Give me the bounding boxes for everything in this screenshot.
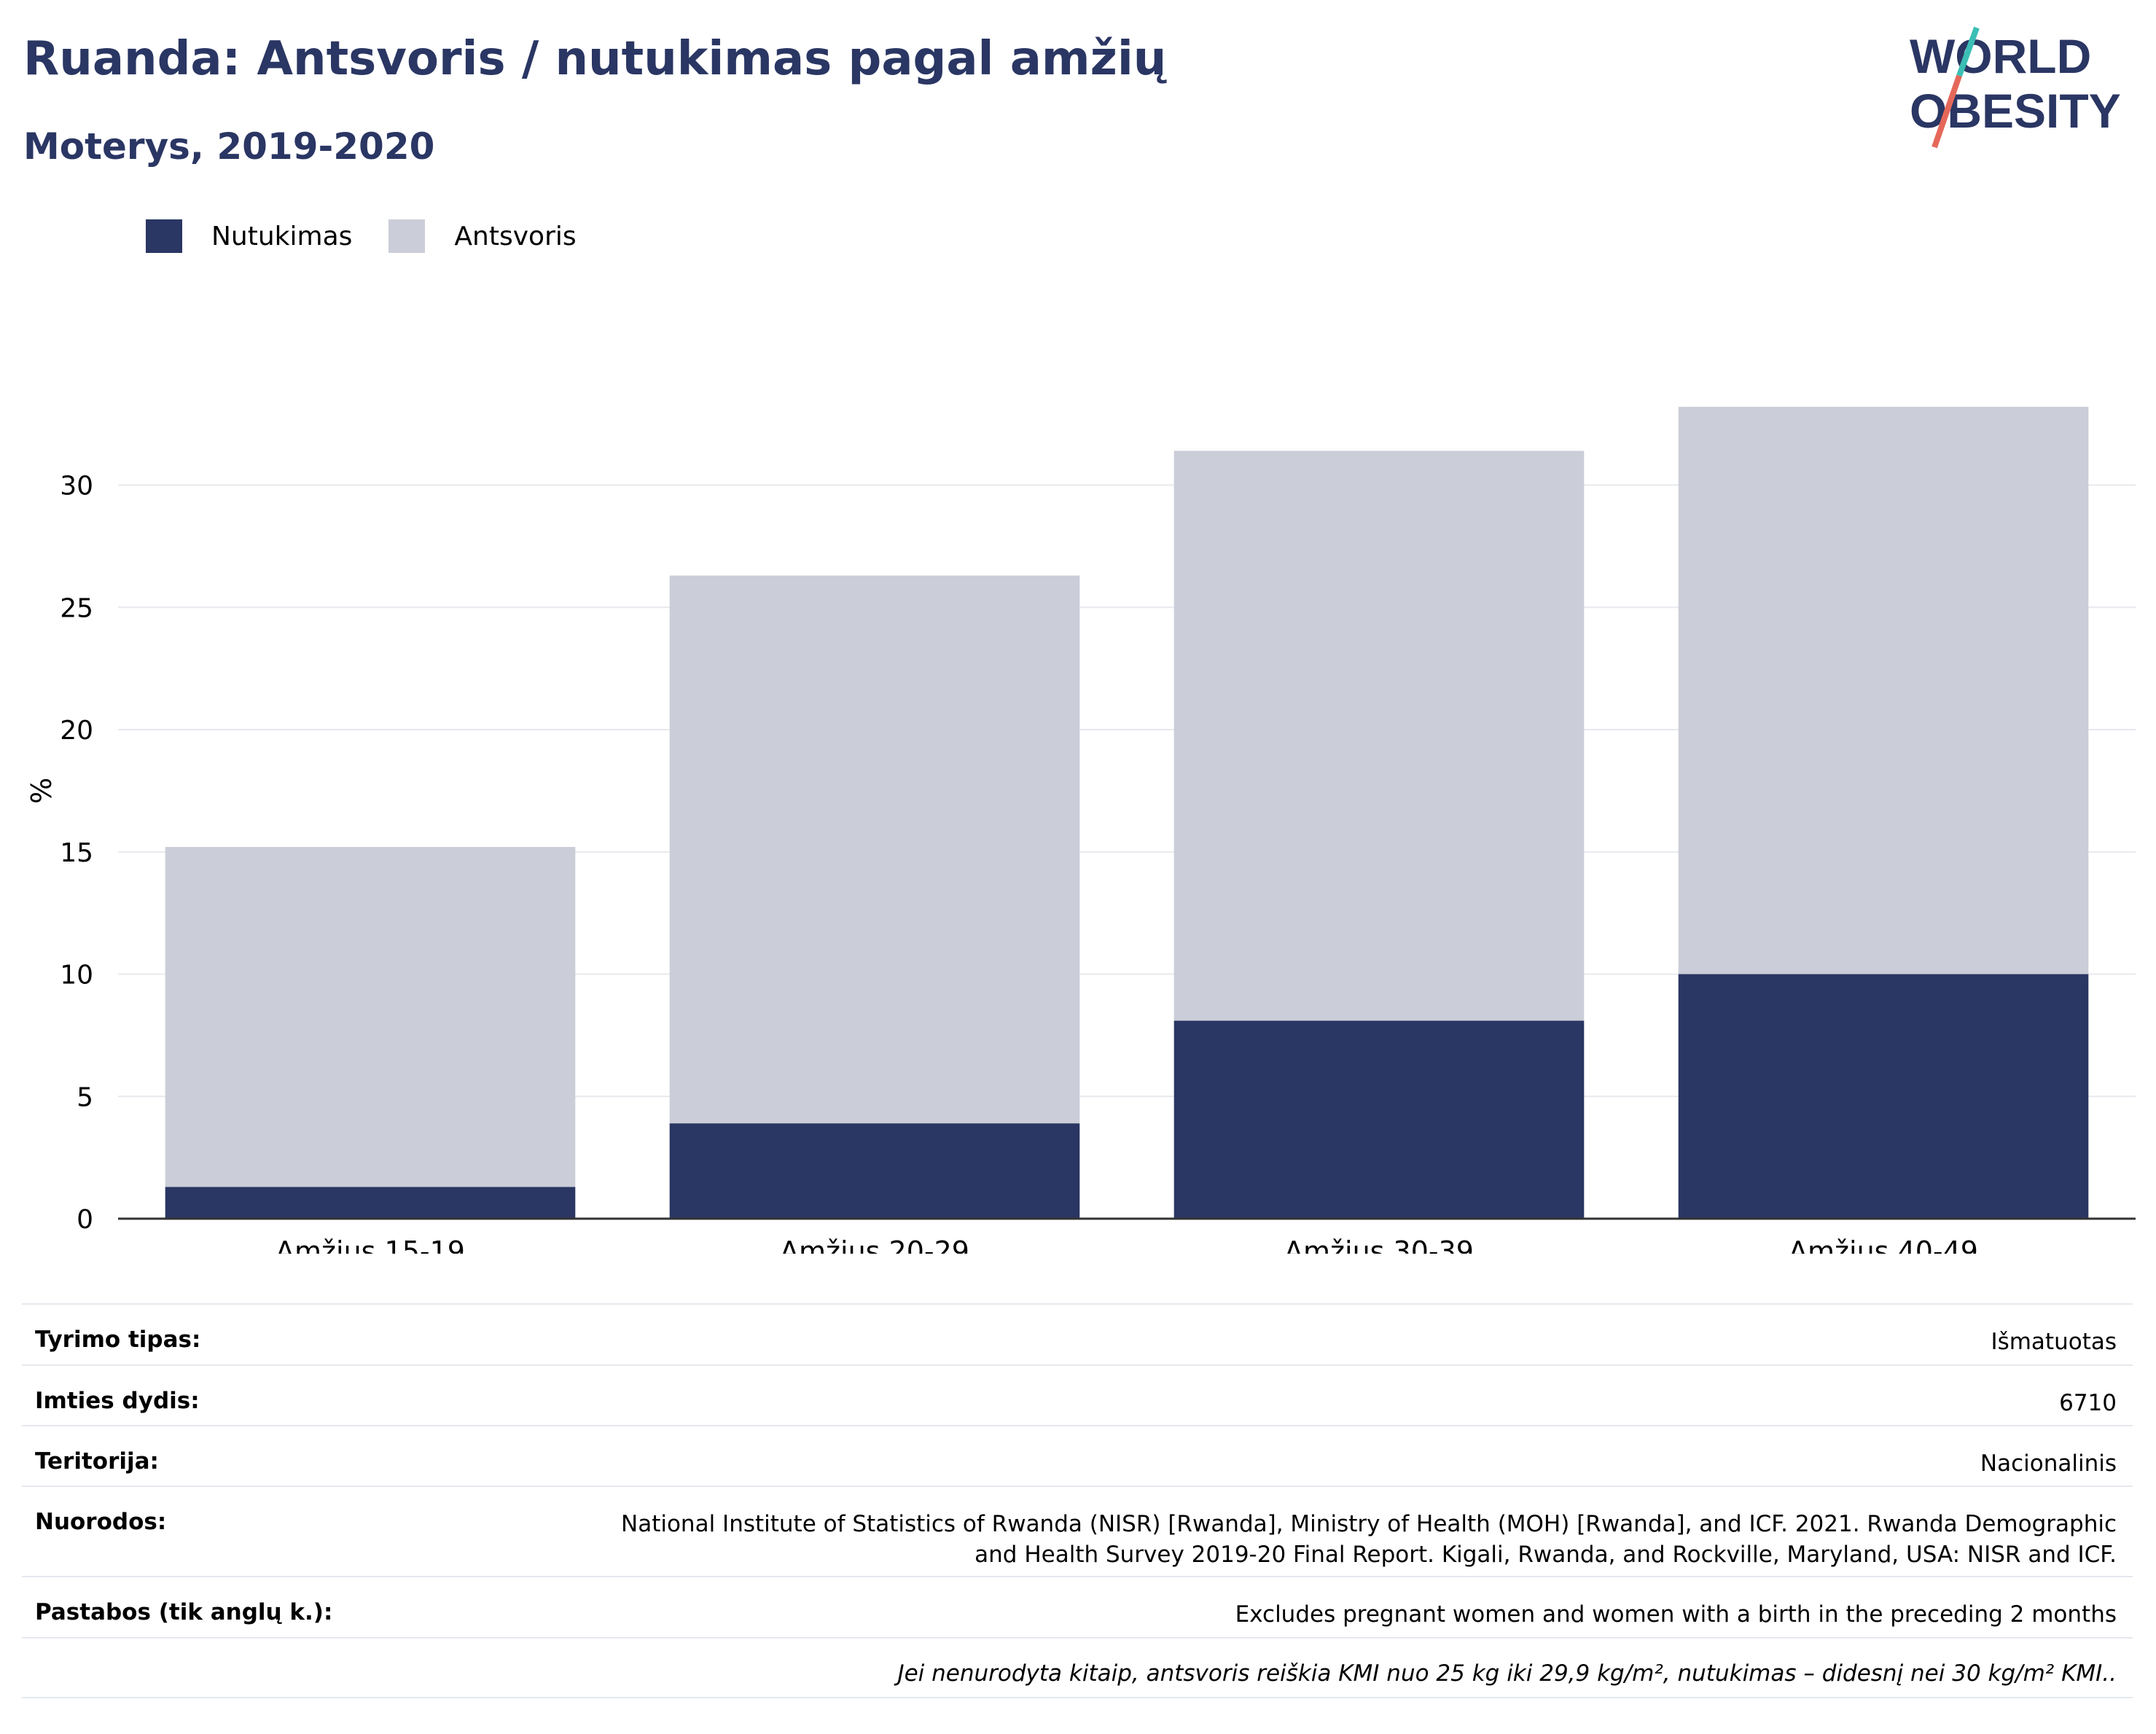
info-value: 6710 xyxy=(2059,1390,2117,1416)
legend-item-obesity: Nutukimas xyxy=(146,219,352,253)
legend-swatch-obesity xyxy=(146,219,182,253)
y-tick-label: 15 xyxy=(60,838,93,868)
info-value: Nacionalinis xyxy=(1980,1450,2117,1477)
legend-label-obesity: Nutukimas xyxy=(211,221,353,251)
info-value: National Institute of Statistics of Rwan… xyxy=(621,1509,2117,1576)
info-row-survey-type: Tyrimo tipas: Išmatuotas xyxy=(22,1303,2133,1364)
legend-item-overweight: Antsvoris xyxy=(388,219,577,253)
y-axis-label: % xyxy=(26,778,58,804)
x-tick-label: Amžius 15-19 xyxy=(276,1235,465,1254)
info-row-sample-size: Imties dydis: 6710 xyxy=(22,1364,2133,1425)
legend-swatch-overweight xyxy=(388,219,426,253)
y-tick-label: 10 xyxy=(60,961,93,991)
page-subtitle: Moterys, 2019-2020 xyxy=(23,125,435,168)
logo-slash-top xyxy=(1956,26,1980,77)
reference-line-2: and Health Survey 2019-20 Final Report. … xyxy=(975,1542,2117,1568)
info-row-territory: Teritorija: Nacionalinis xyxy=(22,1425,2133,1485)
logo-word-world: WORLD xyxy=(1910,29,2091,83)
survey-info-table: Tyrimo tipas: Išmatuotas Imties dydis: 6… xyxy=(22,1303,2133,1698)
bar-obesity xyxy=(669,1123,1080,1219)
info-label: Imties dydis: xyxy=(35,1388,200,1414)
info-label: Pastabos (tik anglų k.): xyxy=(35,1599,333,1625)
chart-legend: Nutukimas Antsvoris xyxy=(146,219,613,254)
bar-overweight xyxy=(1173,450,1585,1021)
bar-obesity xyxy=(1173,1020,1585,1219)
logo-slash-bottom xyxy=(1932,74,1962,149)
info-row-notes: Pastabos (tik anglų k.): Excludes pregna… xyxy=(22,1576,2133,1637)
y-tick-label: 5 xyxy=(77,1082,93,1112)
bar-overweight xyxy=(1678,407,2089,975)
bar-obesity xyxy=(1678,974,2089,1219)
x-tick-label: Amžius 20-29 xyxy=(780,1235,969,1254)
y-tick-label: 20 xyxy=(60,716,93,746)
info-label: Nuorodos: xyxy=(35,1509,167,1535)
bar-obesity xyxy=(165,1187,576,1219)
y-tick-label: 0 xyxy=(77,1205,93,1235)
bar-overweight xyxy=(165,847,576,1187)
reference-line-1: National Institute of Statistics of Rwan… xyxy=(621,1511,2117,1537)
x-tick-label: Amžius 30-39 xyxy=(1284,1235,1474,1254)
y-tick-label: 30 xyxy=(60,472,93,501)
y-tick-label: 25 xyxy=(60,593,93,623)
legend-label-overweight: Antsvoris xyxy=(454,221,577,251)
info-label: Tyrimo tipas: xyxy=(35,1327,201,1353)
bmi-definition-note: Jei nenurodyta kitaip, antsvoris reiškia… xyxy=(22,1637,2133,1698)
page-title: Ruanda: Antsvoris / nutukimas pagal amži… xyxy=(23,32,1167,86)
info-label: Teritorija: xyxy=(35,1448,159,1475)
world-obesity-logo: WORLD OBESITY xyxy=(1910,26,2121,149)
info-value: Excludes pregnant women and women with a… xyxy=(1235,1601,2117,1628)
bar-overweight xyxy=(669,575,1080,1124)
stacked-bar-chart: 0 5 10 15 20 25 30% Amžius 15-19 Amžius 20-29 Amž… xyxy=(26,407,2136,1254)
x-tick-label: Amžius 40-49 xyxy=(1789,1235,1978,1254)
info-value: Išmatuotas xyxy=(1991,1329,2117,1355)
info-row-references: Nuorodos: National Institute of Statisti… xyxy=(22,1485,2133,1576)
